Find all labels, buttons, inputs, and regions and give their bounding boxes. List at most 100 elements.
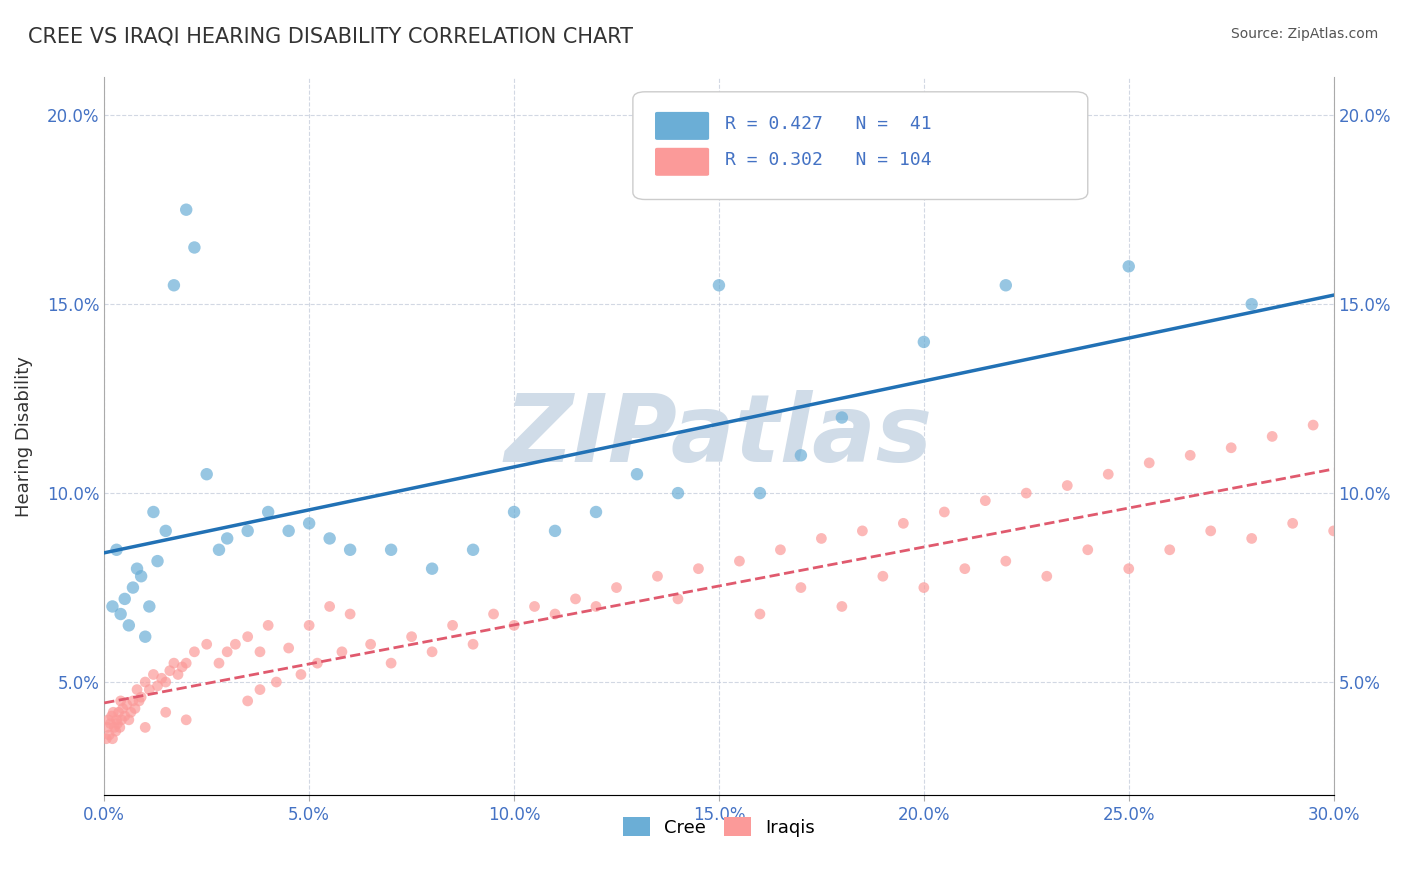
Point xyxy=(728,554,751,568)
Point xyxy=(174,202,197,217)
Point xyxy=(1281,516,1303,531)
Point xyxy=(236,630,259,644)
Point xyxy=(523,599,546,614)
Point xyxy=(174,656,197,670)
Point xyxy=(96,720,118,734)
Point xyxy=(544,607,567,621)
Point xyxy=(790,448,813,462)
Point xyxy=(257,505,280,519)
Point xyxy=(224,637,246,651)
Point xyxy=(114,591,136,606)
Point xyxy=(831,410,853,425)
Point xyxy=(111,701,134,715)
Point xyxy=(134,720,156,734)
Point xyxy=(100,716,122,731)
Point xyxy=(249,682,271,697)
Point xyxy=(1015,486,1038,500)
FancyBboxPatch shape xyxy=(655,148,709,176)
Point xyxy=(1097,467,1119,482)
Point xyxy=(318,599,340,614)
Point xyxy=(118,713,141,727)
Point xyxy=(142,667,165,681)
Point xyxy=(105,716,128,731)
Point xyxy=(401,630,423,644)
Point xyxy=(236,524,259,538)
Point xyxy=(1118,260,1140,274)
Point xyxy=(544,524,567,538)
Point xyxy=(159,664,181,678)
Point xyxy=(585,505,607,519)
Point xyxy=(98,728,121,742)
Point xyxy=(1036,569,1059,583)
Point xyxy=(1302,418,1324,433)
Point xyxy=(994,278,1017,293)
Point xyxy=(318,532,340,546)
Point xyxy=(134,675,156,690)
Point xyxy=(810,532,832,546)
Point xyxy=(953,562,976,576)
Point xyxy=(103,720,125,734)
Point xyxy=(974,493,997,508)
Point xyxy=(482,607,505,621)
Point xyxy=(129,569,152,583)
Point xyxy=(380,542,402,557)
Legend: Cree, Iraqis: Cree, Iraqis xyxy=(616,810,823,844)
Point xyxy=(105,542,128,557)
Point xyxy=(647,569,669,583)
Point xyxy=(100,709,122,723)
Point xyxy=(605,581,627,595)
Point xyxy=(266,675,288,690)
Point xyxy=(330,645,353,659)
Point xyxy=(290,667,312,681)
Point xyxy=(155,524,177,538)
Point xyxy=(1199,524,1222,538)
Point xyxy=(1077,542,1099,557)
Point xyxy=(688,562,710,576)
Point xyxy=(138,599,160,614)
Point xyxy=(748,486,770,500)
Point xyxy=(183,240,205,254)
Point xyxy=(912,334,935,349)
Point xyxy=(122,694,145,708)
Point xyxy=(626,467,648,482)
Point xyxy=(1180,448,1202,462)
FancyBboxPatch shape xyxy=(633,92,1088,200)
Point xyxy=(503,618,526,632)
Point xyxy=(891,516,914,531)
Point xyxy=(172,660,194,674)
Point xyxy=(155,675,177,690)
Point xyxy=(236,694,259,708)
Point xyxy=(146,679,169,693)
Point xyxy=(420,562,443,576)
Point xyxy=(666,486,689,500)
Point xyxy=(217,532,239,546)
Point xyxy=(1261,429,1284,443)
Point xyxy=(1220,441,1243,455)
Text: CREE VS IRAQI HEARING DISABILITY CORRELATION CHART: CREE VS IRAQI HEARING DISABILITY CORRELA… xyxy=(28,27,633,46)
Text: ZIPatlas: ZIPatlas xyxy=(505,391,934,483)
Point xyxy=(142,505,165,519)
Point xyxy=(851,524,873,538)
Point xyxy=(1118,562,1140,576)
Point xyxy=(249,645,271,659)
Point xyxy=(831,599,853,614)
Point xyxy=(128,694,150,708)
Point xyxy=(994,554,1017,568)
Point xyxy=(101,599,124,614)
Point xyxy=(105,713,128,727)
Point xyxy=(339,607,361,621)
Text: Source: ZipAtlas.com: Source: ZipAtlas.com xyxy=(1230,27,1378,41)
Point xyxy=(769,542,792,557)
Point xyxy=(155,706,177,720)
Point xyxy=(195,637,218,651)
Point xyxy=(503,505,526,519)
Point xyxy=(277,524,299,538)
Point xyxy=(110,713,132,727)
Point xyxy=(420,645,443,659)
Point xyxy=(1137,456,1160,470)
Point xyxy=(441,618,464,632)
Point xyxy=(257,618,280,632)
Point xyxy=(114,709,136,723)
Point xyxy=(138,682,160,697)
Point xyxy=(97,713,120,727)
